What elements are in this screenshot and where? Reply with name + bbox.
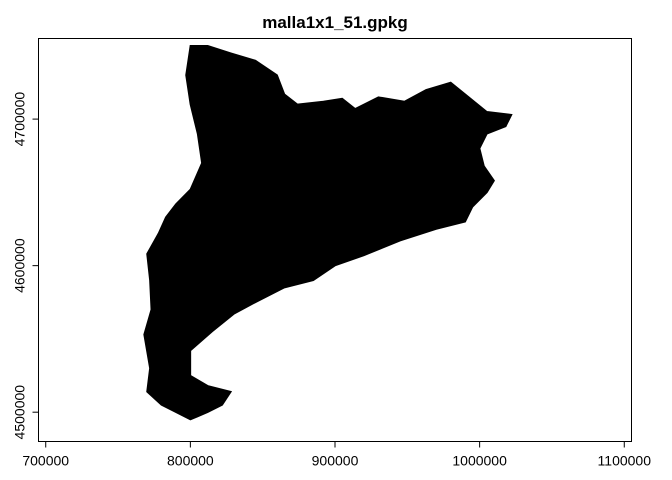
y-axis: 4500000 4600000 4700000 <box>12 92 39 440</box>
x-tick-label: 1000000 <box>452 453 507 469</box>
y-tick-label: 4700000 <box>12 92 28 147</box>
y-tick-label: 4500000 <box>12 385 28 440</box>
x-tick-label: 800000 <box>167 453 214 469</box>
x-tick-label: 700000 <box>22 453 69 469</box>
x-tick-label: 1100000 <box>598 453 652 469</box>
x-tick-label: 900000 <box>312 453 359 469</box>
chart-title: malla1x1_51.gpkg <box>262 13 408 32</box>
x-axis: 700000 800000 900000 1000000 1100000 <box>22 441 652 469</box>
y-tick-label: 4600000 <box>12 238 28 293</box>
region-layer <box>143 45 513 421</box>
region-shape <box>143 45 513 421</box>
